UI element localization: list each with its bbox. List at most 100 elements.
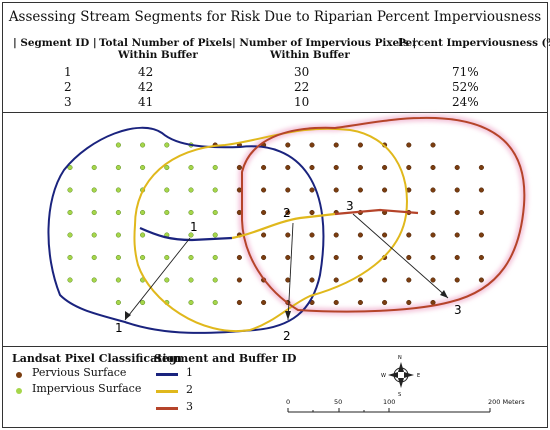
pervious-pixel-dot [261, 232, 267, 238]
pervious-pixel-dot [285, 164, 291, 171]
impervious-pixel-dot [91, 164, 97, 171]
impervious-pixel-dot [164, 187, 170, 193]
pervious-pixel-dot [382, 164, 388, 171]
header-impervious-pixels: | Number of Impervious Pixels | [232, 37, 417, 49]
scale-tick-0: 0 [286, 398, 291, 406]
header-subtext-within-buffer: Within Buffer [270, 49, 350, 61]
legend-pixel-title: Landsat Pixel Classification [12, 352, 182, 365]
header-segment-id: | Segment ID | [13, 37, 97, 49]
compass-n: N [398, 355, 402, 361]
pervious-pixel-dot [357, 142, 363, 148]
pervious-pixel-dot [454, 209, 460, 216]
scale-tick-50: 50 [334, 398, 343, 406]
impervious-pixel-dot [115, 254, 121, 261]
compass-e: E [417, 373, 420, 379]
compass-s: S [398, 392, 401, 398]
pervious-pixel-dot [357, 277, 363, 283]
scale-tick-200: 200 Meters [488, 398, 525, 406]
compass-w: W [381, 373, 386, 379]
impervious-pixel-dot [91, 254, 97, 261]
table-map-divider [2, 112, 548, 113]
pervious-pixel-dot [261, 299, 267, 306]
impervious-pixel-dot [115, 164, 121, 171]
pervious-pixel-dot [261, 187, 267, 193]
row-3-percent: 24% [452, 95, 479, 109]
pervious-pixel-dot [454, 164, 460, 171]
pervious-pixel-dot [309, 277, 315, 283]
pervious-pixel-dot [430, 164, 436, 171]
impervious-pixel-dot [188, 232, 194, 238]
row-2-total: 42 [138, 80, 154, 94]
buffer-label-3: 3 [454, 303, 462, 317]
pervious-pixel-dot [309, 232, 315, 238]
pervious-pixel-dot [454, 232, 460, 238]
buffer-1-outline [47, 126, 325, 334]
pervious-pixel-dot [478, 277, 484, 283]
impervious-pixel-dot [188, 209, 194, 216]
pervious-pixel-dot [261, 164, 267, 171]
scale-bar [287, 408, 491, 413]
pervious-pixel-dot [333, 142, 339, 148]
pervious-pixel-dot [454, 277, 460, 283]
impervious-pixel-dot [115, 277, 121, 283]
pervious-pixel-dot [430, 209, 436, 216]
segment-1-swatch [156, 373, 178, 376]
pervious-pixel-dot [430, 232, 436, 238]
header-subtext-within-buffer: Within Buffer [118, 49, 198, 61]
pervious-pixel-dot [478, 164, 484, 171]
impervious-pixel-dot [188, 277, 194, 283]
row-2-impervious: 22 [294, 80, 310, 94]
impervious-pixel-dot [115, 232, 121, 238]
pervious-pixel-dot [406, 232, 412, 238]
impervious-pixel-dot [188, 299, 194, 306]
pervious-pixel-dot [478, 209, 484, 216]
impervious-pixel-dot [91, 277, 97, 283]
buffer-2-outline [133, 127, 408, 333]
legend-segment-1-label: 1 [186, 366, 193, 379]
impervious-pixel-dot [164, 209, 170, 216]
impervious-pixel-dot [91, 187, 97, 193]
pervious-pixel-dot [309, 254, 315, 261]
pervious-pixel-dot [382, 187, 388, 193]
row-1-total: 42 [138, 65, 154, 79]
impervious-pixel-dot [140, 232, 146, 238]
segment-label-2: 2 [283, 206, 291, 220]
pervious-pixel-dot [478, 232, 484, 238]
leader-line-3 [352, 213, 449, 299]
segment-3-swatch [156, 407, 178, 410]
segment-label-1: 1 [190, 220, 198, 234]
impervious-pixel-dot [67, 254, 73, 261]
buffer-label-1: 1 [115, 321, 123, 335]
pervious-pixel-dot [382, 299, 388, 306]
pervious-pixel-dot [261, 209, 267, 216]
row-1-segment-id: 1 [64, 65, 72, 79]
impervious-pixel-dot [188, 254, 194, 261]
legend-pervious-label: Pervious Surface [32, 366, 127, 379]
pervious-pixel-dot [357, 187, 363, 193]
pervious-pixel-dot [430, 187, 436, 193]
pervious-pixel-dot [236, 277, 242, 283]
pervious-pixel-dot [309, 164, 315, 171]
impervious-pixel-dot [67, 277, 73, 283]
pervious-pixel-dot [357, 164, 363, 171]
pervious-pixel-dot [285, 277, 291, 283]
impervious-pixel-dot [164, 142, 170, 148]
pervious-pixel-dot [285, 142, 291, 148]
header-percent-imperviousness: Percent Imperviousness (%) | [398, 37, 550, 49]
row-3-impervious: 10 [294, 95, 310, 109]
legend-impervious-label: Impervious Surface [32, 382, 142, 395]
impervious-pixel-dot [115, 209, 121, 216]
stream-segment-3 [334, 208, 419, 216]
impervious-pixel-dot [140, 254, 146, 261]
pervious-pixel-dot [406, 254, 412, 261]
stream-segment-1 [139, 226, 233, 242]
pervious-pixel-dot [333, 232, 339, 238]
pervious-pixel-dot [357, 254, 363, 261]
impervious-pixel-dot [67, 164, 73, 171]
pervious-pixel-dot [454, 187, 460, 193]
impervious-pixel-dot [91, 209, 97, 216]
arrowhead-3 [440, 290, 448, 298]
impervious-pixel-dot [115, 299, 121, 306]
impervious-pixel-dot [212, 187, 218, 193]
